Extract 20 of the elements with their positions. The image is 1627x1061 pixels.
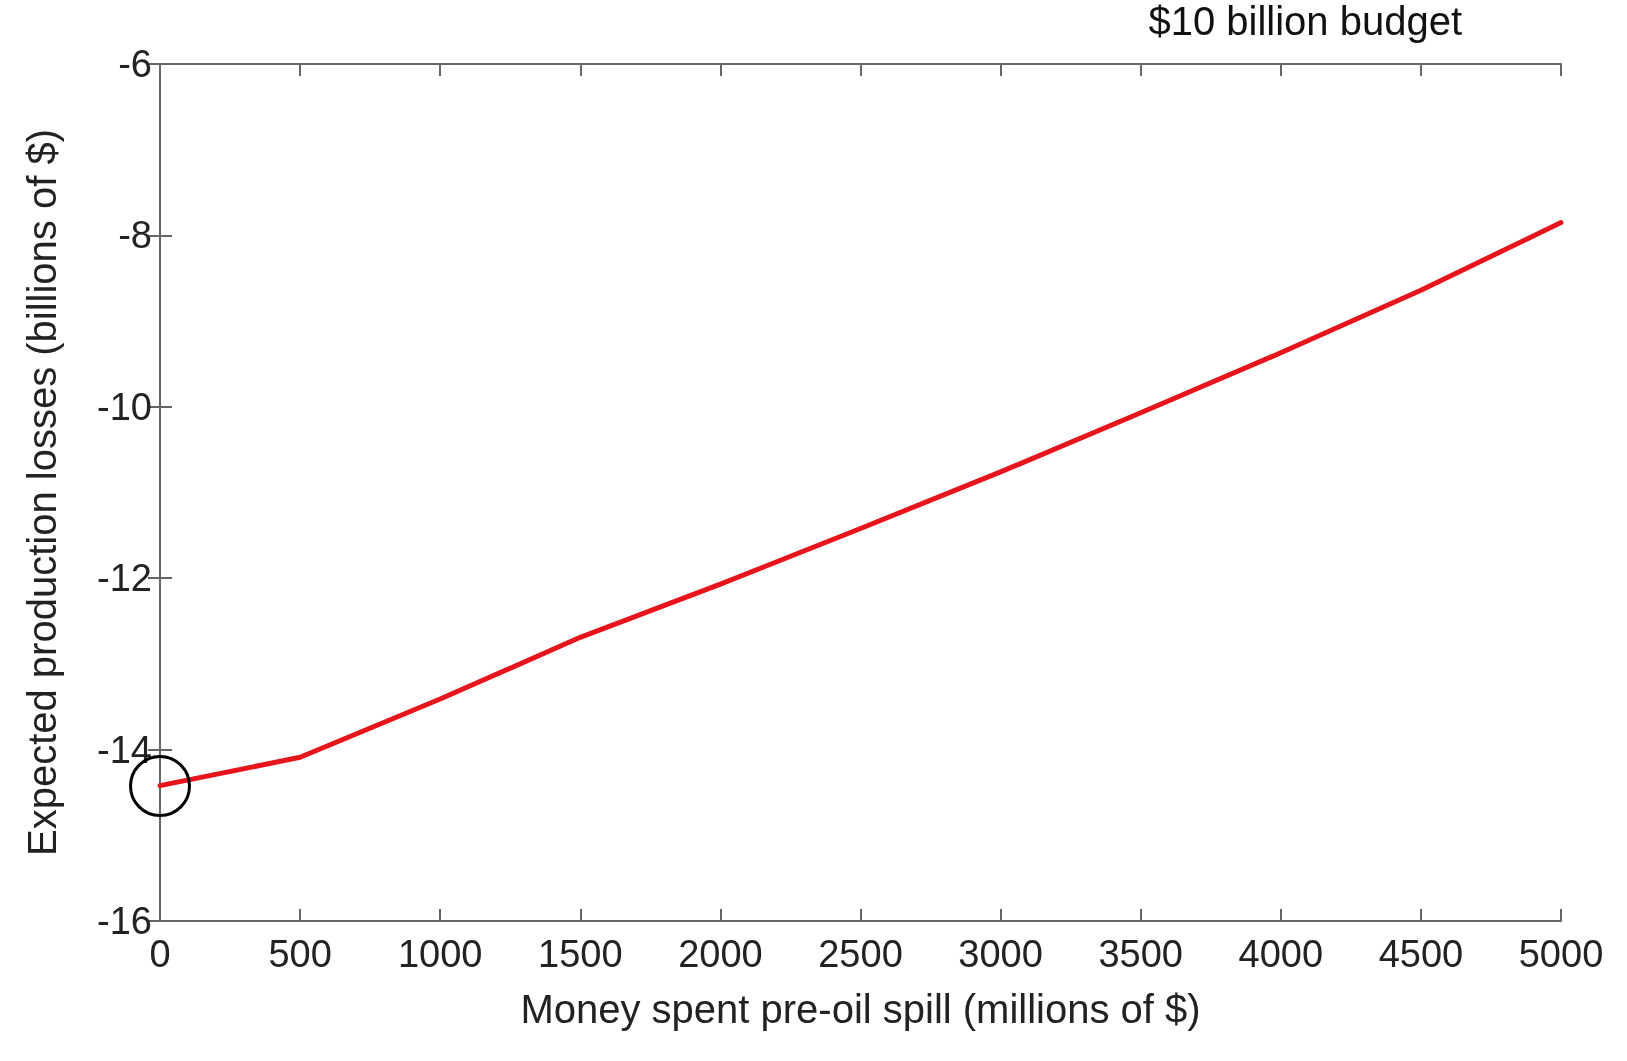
x-tick-label: 4000 — [1238, 933, 1324, 975]
chart-title: $10 billion budget — [1148, 0, 1462, 43]
x-tick-label: 2000 — [678, 933, 763, 975]
y-tick-label: -10 — [97, 385, 152, 428]
y-tick-label: -12 — [97, 557, 152, 600]
x-tick-label: 0 — [149, 933, 171, 975]
x-tick-label: 1500 — [538, 933, 623, 975]
y-tick-label: -14 — [97, 728, 152, 771]
x-tick-label: 4500 — [1378, 933, 1464, 975]
y-axis-title: Expected production losses (billions of $) — [20, 128, 64, 857]
x-tick-label: 500 — [268, 933, 332, 975]
x-tick-label: 3500 — [1098, 933, 1183, 975]
x-tick-label: 5000 — [1518, 933, 1604, 975]
x-tick-label: 2500 — [818, 933, 903, 975]
x-tick-label: 3000 — [958, 933, 1043, 975]
y-tick-label: -6 — [118, 43, 152, 85]
y-tick-label: -8 — [118, 214, 152, 257]
y-tick-label: -16 — [97, 900, 152, 942]
x-tick-label: 1000 — [397, 933, 483, 975]
x-axis-title: Money spent pre-oil spill (millions of $) — [520, 987, 1201, 1031]
